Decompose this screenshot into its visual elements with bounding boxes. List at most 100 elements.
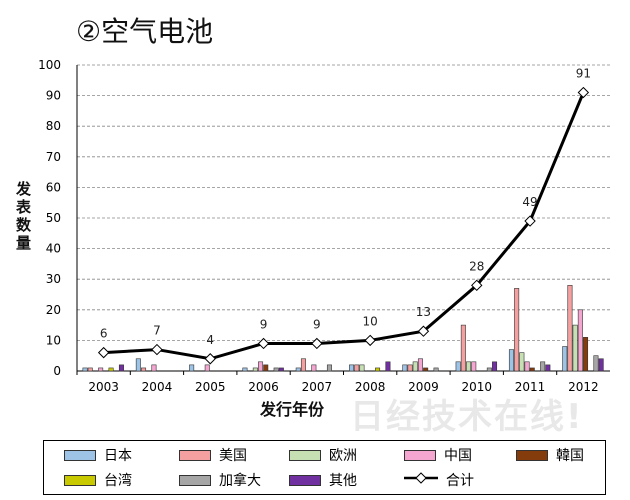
legend-item: 台湾 xyxy=(64,470,132,490)
bar-韓国-2006 xyxy=(263,364,269,372)
bar-美国-2009 xyxy=(407,364,413,372)
bar-日本-2011 xyxy=(508,349,514,372)
legend: 日本 美国 欧洲 中国 韓国台湾 加拿大 其他 合计 xyxy=(43,440,606,495)
bar-日本-2006 xyxy=(242,367,248,372)
x-tick-label: 2005 xyxy=(195,380,226,394)
bar-日本-2012 xyxy=(562,346,568,372)
bar-中国-2007 xyxy=(311,364,317,372)
bar-韓国-2009 xyxy=(423,367,429,372)
x-tick-label: 2007 xyxy=(302,380,333,394)
bar-加拿大-2011 xyxy=(540,361,546,372)
bar-其他-2003 xyxy=(118,364,124,372)
bar-美国-2004 xyxy=(141,367,147,372)
total-marker xyxy=(151,343,163,356)
y-tick-label: 10 xyxy=(46,333,61,347)
total-marker xyxy=(204,353,216,365)
legend-item: 日本 xyxy=(64,445,132,465)
x-tick-label: 2012 xyxy=(568,380,599,394)
x-axis-label: 发行年份 xyxy=(260,400,325,419)
y-tick-label: 30 xyxy=(46,272,61,286)
bar-欧洲-2011 xyxy=(519,352,525,372)
y-tick-label: 60 xyxy=(46,180,61,194)
bar-中国-2011 xyxy=(524,361,530,372)
data-label: 13 xyxy=(416,305,431,319)
legend-label: 日本 xyxy=(104,448,132,464)
legend-swatch xyxy=(179,474,211,486)
x-tick-label: 2004 xyxy=(142,380,173,394)
bar-欧洲-2008 xyxy=(359,364,365,372)
legend-swatch xyxy=(64,474,96,486)
legend-label: 加拿大 xyxy=(219,473,261,489)
bar-台湾-2008 xyxy=(375,367,381,372)
bar-日本-2007 xyxy=(295,367,301,372)
data-label: 4 xyxy=(206,333,214,347)
bar-其他-2008 xyxy=(385,361,391,372)
bar-中国-2003 xyxy=(98,367,104,372)
watermark: 日经技术在线! xyxy=(350,397,584,437)
legend-label: 中国 xyxy=(444,448,472,464)
y-tick-label: 80 xyxy=(46,119,61,133)
bar-台湾-2003 xyxy=(108,367,114,372)
bar-中国-2009 xyxy=(417,358,423,372)
legend-label: 欧洲 xyxy=(329,448,357,464)
bar-其他-2011 xyxy=(545,364,551,372)
legend-item: 其他 xyxy=(289,470,357,490)
bar-日本-2003 xyxy=(82,367,88,372)
legend-swatch xyxy=(289,474,321,486)
bar-其他-2006 xyxy=(278,367,284,372)
bar-欧洲-2010 xyxy=(466,361,472,372)
y-tick-label: 0 xyxy=(53,364,61,378)
legend-label: 其他 xyxy=(329,473,357,489)
bar-其他-2012 xyxy=(598,358,604,372)
legend-swatch xyxy=(404,449,436,461)
legend-label: 美国 xyxy=(219,448,247,464)
chart-title: ②空气电池 xyxy=(76,15,214,48)
x-tick-label: 2010 xyxy=(461,380,492,394)
bar-韓国-2011 xyxy=(529,367,535,372)
legend-label: 台湾 xyxy=(104,473,132,489)
total-marker xyxy=(524,215,536,227)
bar-美国-2012 xyxy=(567,285,573,372)
bar-韓国-2012 xyxy=(583,337,589,372)
x-tick-label: 2006 xyxy=(248,380,279,394)
legend-label: 韓国 xyxy=(556,448,584,464)
total-marker xyxy=(257,337,270,350)
x-tick-label: 2008 xyxy=(355,380,386,394)
legend-item: 欧洲 xyxy=(289,445,357,465)
x-tick-label: 2009 xyxy=(408,380,439,394)
bar-欧洲-2012 xyxy=(572,324,578,372)
total-line xyxy=(103,91,585,361)
bar-美国-2003 xyxy=(87,367,93,372)
total-marker xyxy=(577,86,590,99)
total-marker xyxy=(417,325,430,337)
bar-日本-2004 xyxy=(135,358,141,372)
legend-swatch xyxy=(64,449,96,461)
data-label: 28 xyxy=(469,259,484,273)
bar-日本-2010 xyxy=(455,361,461,372)
legend-item: 合计 xyxy=(404,470,474,490)
legend-swatch xyxy=(404,472,438,488)
y-tick-label: 50 xyxy=(46,211,61,225)
bar-中国-2006 xyxy=(258,361,264,372)
bar-日本-2005 xyxy=(189,364,195,372)
data-label: 49 xyxy=(522,195,537,209)
legend-item: 美国 xyxy=(179,445,247,465)
bar-中国-2012 xyxy=(577,309,583,372)
bar-加拿大-2010 xyxy=(486,367,492,372)
x-tick-label: 2003 xyxy=(88,380,119,394)
legend-item: 中国 xyxy=(404,445,472,465)
data-label: 9 xyxy=(260,317,268,331)
bar-美国-2011 xyxy=(514,288,520,372)
legend-item: 加拿大 xyxy=(179,470,261,490)
bar-中国-2005 xyxy=(204,364,210,372)
bar-其他-2010 xyxy=(492,361,498,372)
legend-swatch xyxy=(179,449,211,461)
total-marker xyxy=(97,346,110,359)
y-axis-label: 发表数量 xyxy=(16,180,32,252)
bar-美国-2008 xyxy=(354,364,360,372)
total-marker xyxy=(364,334,376,347)
bar-欧洲-2009 xyxy=(412,361,418,372)
bar-日本-2008 xyxy=(349,364,355,372)
